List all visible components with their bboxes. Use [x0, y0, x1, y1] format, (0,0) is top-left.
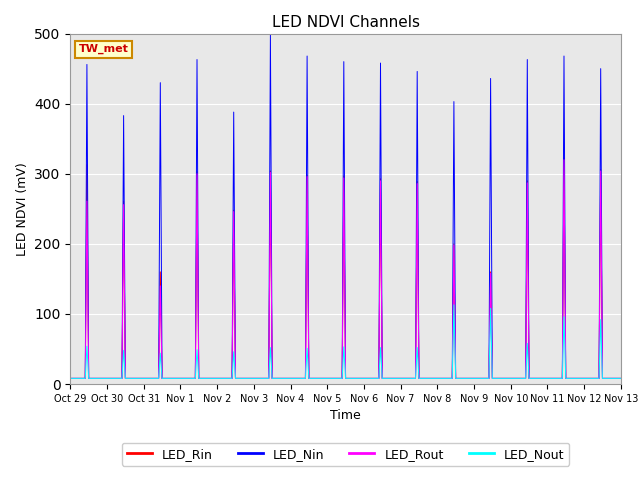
LED_Rout — [273, 375, 280, 381]
LED_Nout — [450, 302, 458, 308]
LED_Nin — [267, 32, 275, 38]
Line: LED_Rout: LED_Rout — [70, 160, 621, 378]
LED_Nin — [617, 375, 625, 381]
LED_Rout — [67, 375, 74, 381]
LED_Nout — [422, 375, 429, 381]
LED_Nin — [273, 375, 280, 381]
LED_Nin — [179, 375, 186, 381]
LED_Nout — [615, 375, 623, 381]
LED_Nin — [500, 375, 508, 381]
LED_Nout — [67, 375, 74, 381]
Y-axis label: LED NDVI (mV): LED NDVI (mV) — [16, 162, 29, 256]
LED_Rin — [184, 375, 192, 381]
LED_Rin — [500, 375, 508, 381]
LED_Nout — [184, 375, 192, 381]
LED_Nout — [273, 375, 280, 381]
LED_Nout — [179, 375, 186, 381]
LED_Nin — [615, 375, 623, 381]
LED_Nout — [500, 375, 508, 381]
LED_Rin — [615, 375, 623, 381]
LED_Nout — [617, 375, 625, 381]
LED_Rout — [617, 375, 625, 381]
LED_Rout — [615, 375, 623, 381]
Line: LED_Rin: LED_Rin — [70, 157, 621, 378]
LED_Rin — [273, 375, 280, 381]
LED_Rout — [179, 375, 186, 381]
Line: LED_Nout: LED_Nout — [70, 305, 621, 378]
LED_Rout — [422, 375, 429, 381]
LED_Nin — [67, 375, 74, 381]
LED_Rout — [560, 157, 568, 163]
LED_Rin — [179, 375, 186, 381]
Legend: LED_Rin, LED_Nin, LED_Rout, LED_Nout: LED_Rin, LED_Nin, LED_Rout, LED_Nout — [122, 443, 569, 466]
X-axis label: Time: Time — [330, 409, 361, 422]
LED_Nin — [422, 375, 429, 381]
LED_Rout — [184, 375, 192, 381]
LED_Rin — [67, 375, 74, 381]
LED_Nin — [184, 375, 192, 381]
LED_Rin — [617, 375, 625, 381]
LED_Rin — [560, 155, 568, 160]
LED_Rin — [422, 375, 429, 381]
LED_Rout — [500, 375, 508, 381]
Text: TW_met: TW_met — [79, 44, 129, 54]
Title: LED NDVI Channels: LED NDVI Channels — [271, 15, 420, 30]
Line: LED_Nin: LED_Nin — [70, 35, 621, 378]
